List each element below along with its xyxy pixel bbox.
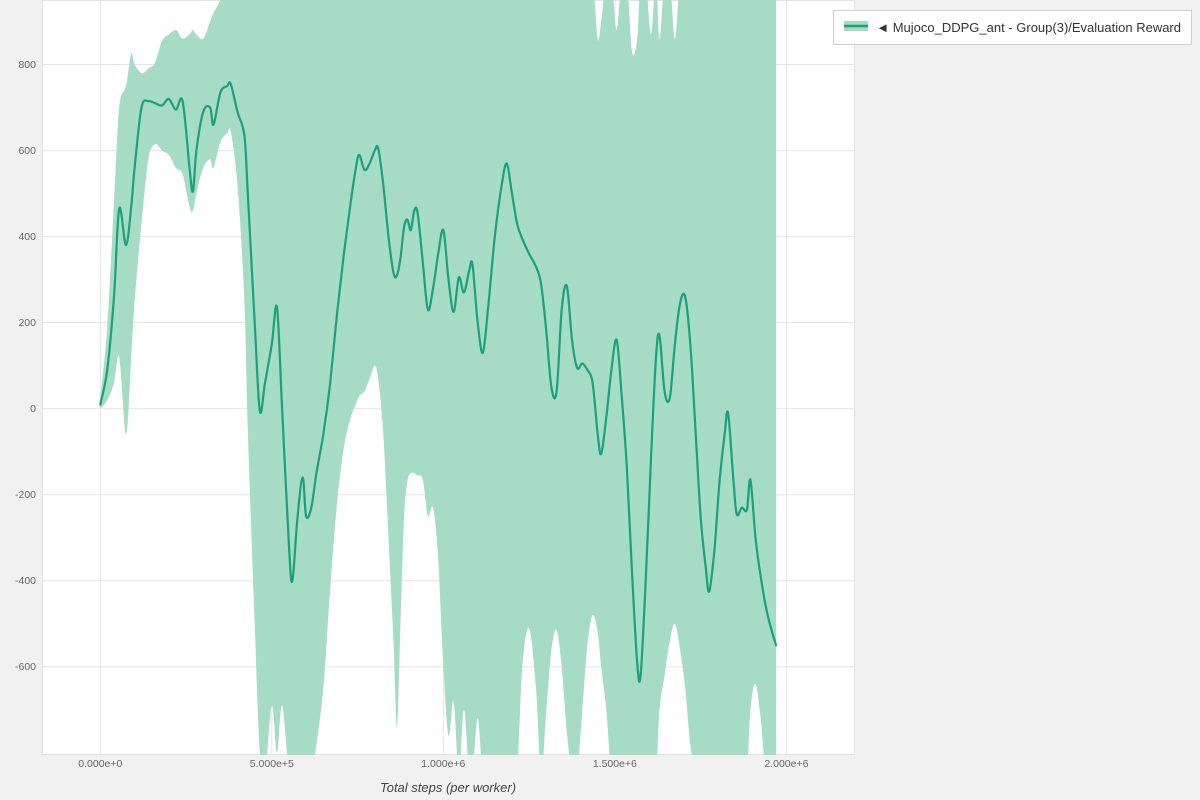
x-tick-label: 5.000e+5 <box>249 758 294 770</box>
y-tick-label: 0 <box>30 402 36 415</box>
y-tick-label: -600 <box>14 660 36 673</box>
x-axis-tick-labels: 0.000e+0 5.000e+5 1.000e+6 1.500e+6 2.000e+6 <box>0 758 860 774</box>
y-tick-label: -400 <box>14 574 36 587</box>
confidence-band <box>100 0 777 755</box>
series-swatch-icon <box>844 19 869 36</box>
y-tick-label: -200 <box>14 488 36 501</box>
mean-line <box>99 81 778 683</box>
x-tick-label: 1.500e+6 <box>592 758 637 770</box>
y-tick-label: 800 <box>18 58 36 71</box>
chart-canvas <box>42 0 855 755</box>
legend-label: ◄ Mujoco_DDPG_ant - Group(3)/Evaluation … <box>876 20 1181 35</box>
y-tick-label: 600 <box>18 144 36 157</box>
y-axis-tick-labels: 800 600 400 200 0 -200 -400 -600 <box>0 0 38 755</box>
plot-area <box>42 0 855 755</box>
x-axis-title: Total steps (per worker) <box>379 780 517 795</box>
x-tick-label: 1.000e+6 <box>421 758 466 770</box>
y-tick-label: 200 <box>18 316 36 329</box>
x-tick-label: 2.000e+6 <box>764 758 809 770</box>
x-tick-label: 0.000e+0 <box>78 758 123 770</box>
legend-item[interactable]: ◄ Mujoco_DDPG_ant - Group(3)/Evaluation … <box>833 10 1192 45</box>
y-tick-label: 400 <box>18 230 36 243</box>
